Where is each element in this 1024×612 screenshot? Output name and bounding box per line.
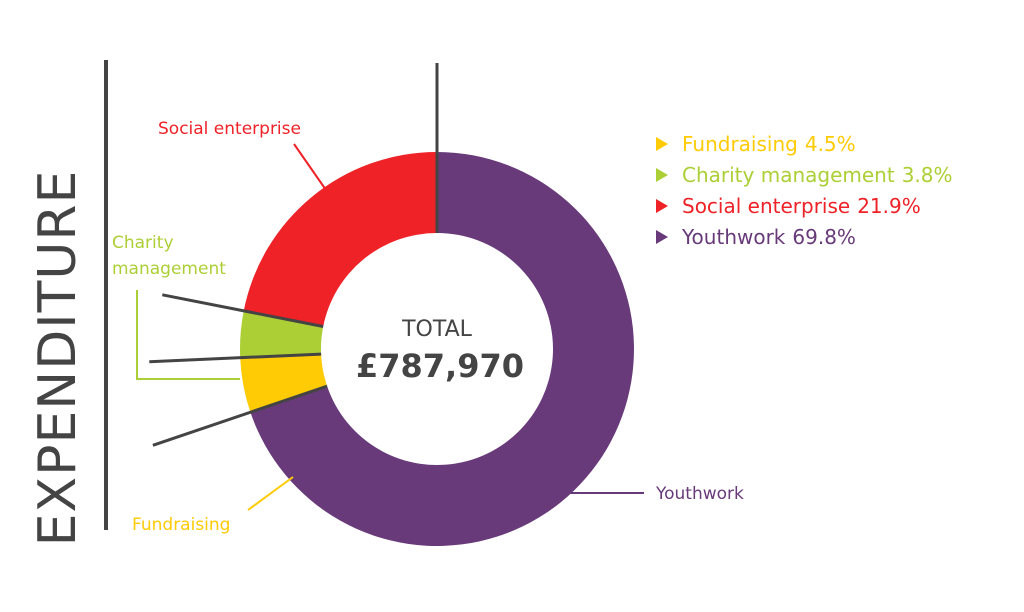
legend-percent: 21.9% bbox=[857, 193, 921, 218]
center-total-label: TOTAL bbox=[401, 317, 473, 342]
callout-leader-charity-management bbox=[136, 290, 240, 380]
callout-charity-management-line1: Charity bbox=[112, 233, 174, 253]
callout-social-enterprise: Social enterprise bbox=[158, 119, 301, 139]
legend-label: Youthwork bbox=[682, 224, 786, 249]
slice-fundraising bbox=[240, 354, 328, 413]
legend-item: Social enterprise 21.9% bbox=[656, 190, 953, 221]
legend-percent: 3.8% bbox=[901, 162, 953, 187]
callout-youthwork: Youthwork bbox=[655, 484, 744, 504]
triangle-bullet-icon bbox=[656, 198, 668, 213]
triangle-bullet-icon bbox=[656, 167, 668, 182]
side-title-rule bbox=[104, 60, 108, 530]
triangle-bullet-icon bbox=[656, 136, 668, 151]
separator-line bbox=[152, 384, 328, 447]
legend-label: Charity management bbox=[682, 162, 895, 187]
legend-percent: 69.8% bbox=[792, 224, 856, 249]
callout-leader-social-enterprise bbox=[293, 143, 327, 191]
slice-youthwork bbox=[250, 152, 634, 546]
slice-social-enterprise bbox=[243, 152, 437, 327]
callout-charity-management-line2: management bbox=[112, 259, 226, 279]
separator-line bbox=[149, 352, 322, 364]
legend-percent: 4.5% bbox=[804, 131, 856, 156]
center-total-value: £787,970 bbox=[356, 347, 524, 385]
legend-label: Social enterprise bbox=[682, 193, 851, 218]
legend-label: Fundraising bbox=[682, 131, 798, 156]
legend-item: Charity management 3.8% bbox=[656, 159, 953, 190]
legend-item: Fundraising 4.5% bbox=[656, 128, 953, 159]
callout-fundraising: Fundraising bbox=[132, 515, 230, 535]
legend: Fundraising 4.5% Charity management 3.8% Soc… bbox=[656, 128, 953, 252]
separator-line bbox=[162, 293, 324, 328]
triangle-bullet-icon bbox=[656, 229, 668, 244]
callout-leader-fundraising bbox=[247, 476, 294, 511]
legend-item: Youthwork 69.8% bbox=[656, 221, 953, 252]
